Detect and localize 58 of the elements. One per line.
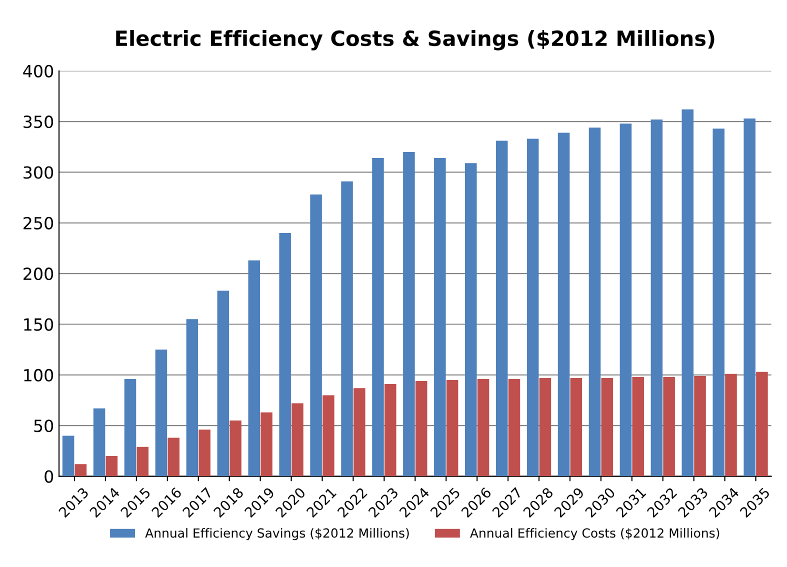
- bar: [477, 378, 490, 476]
- bar: [682, 109, 694, 476]
- y-tick-label: 100: [24, 368, 54, 382]
- bar: [310, 194, 322, 476]
- bar: [508, 378, 520, 476]
- y-tick-label: 200: [24, 268, 54, 280]
- bar: [588, 128, 601, 476]
- legend-label: Annual Efficiency Costs ($2012 Millions): [470, 528, 720, 540]
- bar: [465, 163, 477, 476]
- bar: [230, 420, 242, 476]
- bar: [663, 376, 675, 476]
- bar: [93, 408, 106, 476]
- bar: [712, 128, 724, 476]
- bar: [694, 376, 706, 476]
- bar: [632, 376, 644, 476]
- bar: [744, 118, 756, 476]
- legend-label: Annual Efficiency Savings ($2012 Millions): [145, 528, 409, 540]
- bar: [74, 464, 87, 476]
- bar: [756, 372, 768, 476]
- bar: [292, 403, 304, 476]
- bar: [415, 381, 428, 476]
- bar: [558, 132, 570, 476]
- y-tick-label: 400: [23, 64, 54, 78]
- chart-title: Electric Efficiency Costs & Savings ($2012 Millions): [116, 30, 714, 50]
- y-tick-label: 350: [24, 116, 54, 128]
- bar: [106, 456, 118, 476]
- bar: [620, 124, 632, 476]
- bar: [168, 438, 180, 476]
- bar: [155, 350, 168, 476]
- y-tick-label: 150: [24, 318, 54, 331]
- y-tick-label: 0: [44, 470, 54, 483]
- bar: [186, 319, 198, 476]
- bar: [322, 395, 334, 476]
- bar: [124, 378, 136, 476]
- bar: [650, 120, 663, 476]
- bar: [434, 158, 446, 476]
- bar: [384, 384, 396, 476]
- bar: [725, 374, 737, 476]
- bar: [341, 181, 353, 476]
- bar: [496, 140, 508, 476]
- bar: [601, 378, 614, 476]
- bar: [570, 378, 582, 476]
- bar: [354, 388, 366, 476]
- bar: [260, 412, 272, 476]
- y-tick-label: 50: [34, 420, 54, 432]
- bar: [136, 446, 149, 476]
- bar: [198, 430, 210, 476]
- bar: [372, 158, 384, 476]
- bar: [248, 260, 260, 476]
- bar: [217, 290, 230, 476]
- y-tick-label: 300: [24, 166, 54, 179]
- bar: [403, 152, 415, 476]
- bar: [539, 378, 552, 476]
- y-tick-label: 250: [24, 216, 54, 230]
- bar: [279, 233, 291, 476]
- bar: [446, 380, 458, 476]
- bar: [62, 436, 74, 476]
- bar: [526, 138, 539, 476]
